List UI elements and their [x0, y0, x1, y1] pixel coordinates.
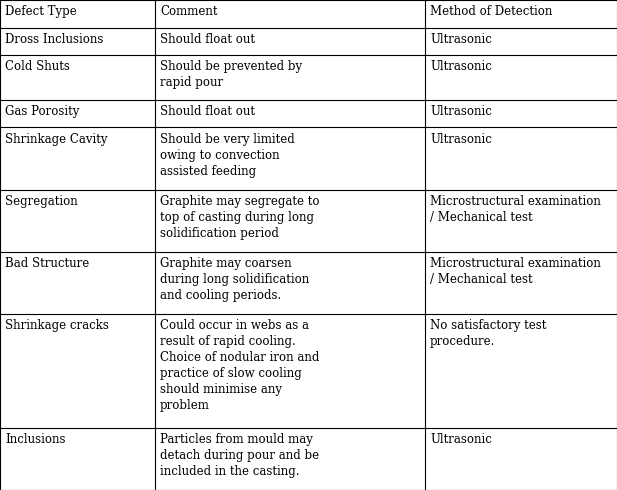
- Text: Gas Porosity: Gas Porosity: [5, 105, 80, 118]
- Text: Cold Shuts: Cold Shuts: [5, 60, 70, 73]
- Text: Segregation: Segregation: [5, 195, 78, 208]
- Text: Graphite may coarsen
during long solidification
and cooling periods.: Graphite may coarsen during long solidif…: [160, 257, 309, 302]
- Text: Ultrasonic: Ultrasonic: [430, 133, 492, 146]
- Text: Could occur in webs as a
result of rapid cooling.
Choice of nodular iron and
pra: Could occur in webs as a result of rapid…: [160, 319, 320, 412]
- Text: Inclusions: Inclusions: [5, 433, 65, 446]
- Text: Should be very limited
owing to convection
assisted feeding: Should be very limited owing to convecti…: [160, 133, 295, 177]
- Text: Microstructural examination
/ Mechanical test: Microstructural examination / Mechanical…: [430, 257, 601, 286]
- Text: Defect Type: Defect Type: [5, 5, 77, 18]
- Text: Should float out: Should float out: [160, 33, 255, 46]
- Text: Ultrasonic: Ultrasonic: [430, 60, 492, 73]
- Text: Ultrasonic: Ultrasonic: [430, 433, 492, 446]
- Text: Microstructural examination
/ Mechanical test: Microstructural examination / Mechanical…: [430, 195, 601, 224]
- Text: Shrinkage Cavity: Shrinkage Cavity: [5, 133, 107, 146]
- Text: Ultrasonic: Ultrasonic: [430, 33, 492, 46]
- Text: Comment: Comment: [160, 5, 218, 18]
- Text: No satisfactory test
procedure.: No satisfactory test procedure.: [430, 319, 547, 348]
- Text: Graphite may segregate to
top of casting during long
solidification period: Graphite may segregate to top of casting…: [160, 195, 320, 240]
- Text: Shrinkage cracks: Shrinkage cracks: [5, 319, 109, 332]
- Text: Should float out: Should float out: [160, 105, 255, 118]
- Text: Method of Detection: Method of Detection: [430, 5, 552, 18]
- Text: Should be prevented by
rapid pour: Should be prevented by rapid pour: [160, 60, 302, 89]
- Text: Dross Inclusions: Dross Inclusions: [5, 33, 104, 46]
- Text: Bad Structure: Bad Structure: [5, 257, 89, 270]
- Text: Particles from mould may
detach during pour and be
included in the casting.: Particles from mould may detach during p…: [160, 433, 319, 478]
- Text: Ultrasonic: Ultrasonic: [430, 105, 492, 118]
